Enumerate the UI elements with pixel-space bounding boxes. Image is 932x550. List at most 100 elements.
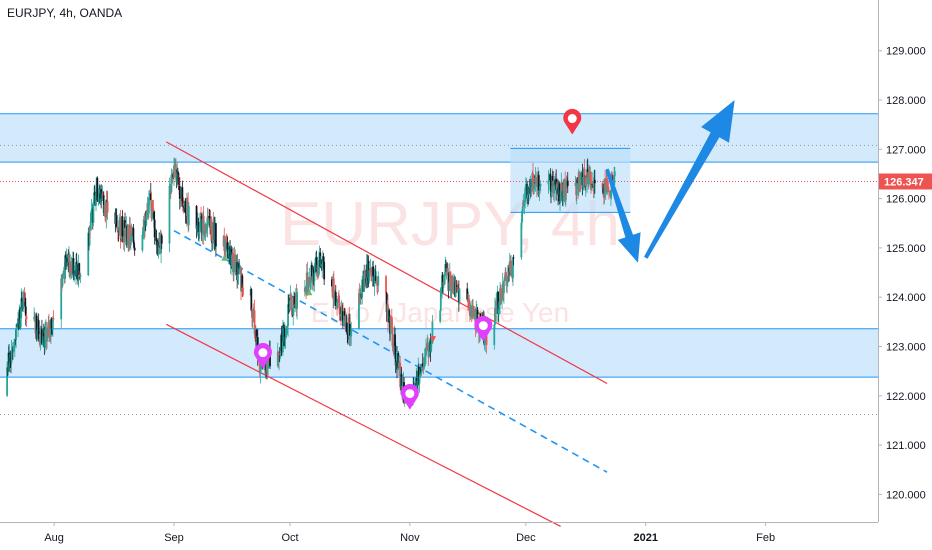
x-tick-label: Oct [281,532,298,544]
candle-233 [205,227,208,231]
candle-46 [42,333,45,337]
y-tick-label: 127.000 [886,144,926,156]
x-tick-label: 2021 [633,532,657,544]
candle-689 [606,178,608,187]
candle-700 [613,176,616,184]
candle-442 [390,316,393,320]
candle-695 [610,191,612,197]
candle-624 [550,180,552,197]
candle-371 [323,261,326,280]
candle-28 [24,302,27,307]
candle-495 [431,321,434,344]
candle-240 [210,218,213,242]
candle-207 [182,200,184,204]
candle-548 [479,313,482,319]
candle-455 [398,362,401,364]
time-axis[interactable]: Aug Sep Oct Nov Dec 2021 Feb [0,522,878,544]
candle-663 [582,177,585,190]
candle-337 [294,304,297,306]
candle-429 [374,275,377,281]
candle-123 [106,201,109,213]
candles-layer [6,157,616,407]
signals-layer [221,254,437,343]
candle-434 [385,276,387,293]
price-axis-bg [878,0,932,550]
candle-554 [483,341,486,344]
candle-573 [503,280,505,294]
candle-359 [315,257,318,272]
candle-357 [314,262,317,274]
candle-576 [504,272,507,281]
signal-up-2 [306,289,313,296]
candle-522 [456,285,458,288]
y-tick-label: 123.000 [886,342,926,354]
candle-477 [419,369,422,374]
candle-400 [349,324,351,336]
candle-50 [45,328,48,342]
candle-670 [586,169,589,173]
candle-8 [11,348,14,351]
candle-482 [423,362,425,369]
candle-166 [148,197,151,199]
candle-408 [361,279,364,298]
candle-45 [42,333,45,343]
candle-341 [303,287,306,292]
candle-36 [36,329,39,337]
candle-381 [336,299,339,308]
candle-201 [178,184,181,187]
candle-543 [476,309,479,320]
candle-470 [415,378,418,389]
candle-139 [124,220,126,228]
candle-485 [425,347,427,356]
channel-line-2 [165,323,561,527]
candle-330 [289,294,292,301]
candle-62 [60,278,63,320]
signal-up-1 [221,254,228,261]
channel-line-1 [165,141,608,385]
y-tick-label: 129.000 [886,46,926,58]
candle-584 [510,265,512,276]
candle-526 [458,288,461,303]
candle-395 [345,322,348,332]
candle-214 [186,198,189,202]
candle-682 [601,183,604,189]
price-axis[interactable]: 129.000 128.000 127.000 126.000 125.000 124.0… [878,0,932,550]
candle-267 [234,262,237,273]
candle-327 [287,304,290,307]
candle-501 [442,281,445,289]
last-price-label: 126.347 [884,176,924,188]
candle-144 [127,227,130,242]
candle-312 [278,355,280,362]
candle-493 [430,343,433,352]
candle-130 [118,220,121,232]
marker-pin-hole [405,389,415,399]
candle-5 [9,356,12,363]
arrows-layer [605,100,735,263]
arrow-down-icon [605,168,641,263]
candle-90 [78,263,81,275]
candle-221 [198,231,201,236]
candle-701 [613,171,616,177]
candle-620 [547,180,550,185]
last-price-tag [879,173,932,190]
candle-383 [338,298,340,303]
candle-629 [553,180,556,194]
candle-180 [157,241,160,255]
candle-20 [19,309,21,321]
candle-132 [119,218,122,240]
candle-70 [65,257,68,270]
candle-680 [593,179,596,188]
candle-159 [144,220,146,231]
candle-378 [334,291,337,306]
candle-222 [198,223,201,232]
candle-263 [232,253,235,272]
candle-685 [603,178,606,198]
candle-627 [552,175,554,181]
candle-216 [187,206,190,226]
candle-605 [530,186,533,187]
candle-578 [506,281,509,284]
candle-116 [102,192,105,196]
candle-412 [363,272,366,284]
